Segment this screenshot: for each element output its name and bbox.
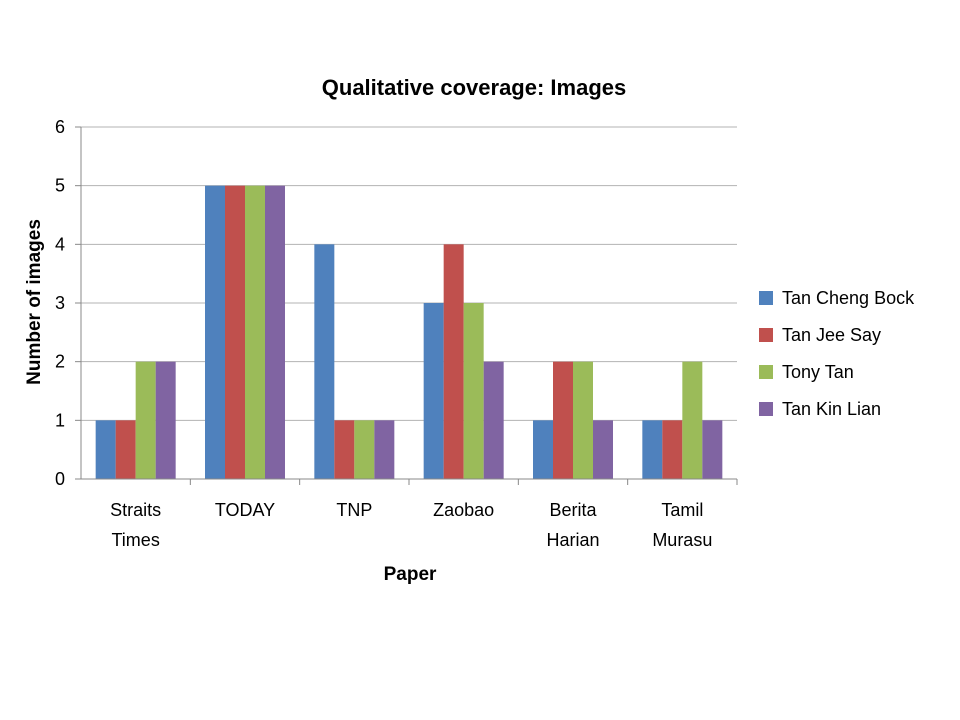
- bar: [334, 420, 355, 479]
- y-tick-labels: 0 1 2 3 4 5 6: [55, 117, 65, 489]
- bar: [483, 361, 504, 479]
- legend-label: Tony Tan: [782, 362, 854, 382]
- y-tick-label: 0: [55, 469, 65, 489]
- legend-label: Tan Jee Say: [782, 325, 881, 345]
- legend-swatch: [759, 365, 773, 379]
- x-tick-label: Zaobao: [433, 500, 494, 520]
- legend-swatch: [759, 402, 773, 416]
- legend-label: Tan Cheng Bock: [782, 288, 915, 308]
- gridlines: [75, 126, 737, 480]
- bars: [95, 185, 723, 479]
- bar: [642, 420, 663, 479]
- x-tick-labels: Straits Times TODAY TNP Zaobao Berita Harian Ta…: [110, 500, 712, 550]
- bar: [155, 361, 176, 479]
- x-tick-label: Murasu: [652, 530, 712, 550]
- bar: [245, 185, 265, 479]
- bar: [593, 420, 613, 479]
- legend-swatch: [759, 328, 773, 342]
- bar: [135, 361, 156, 479]
- x-axis-title: Paper: [384, 564, 437, 585]
- bar: [265, 185, 285, 479]
- bar: [702, 420, 723, 479]
- x-tick-label: Tamil: [661, 500, 703, 520]
- bar: [314, 244, 335, 479]
- y-axis-title: Number of images: [24, 219, 45, 385]
- axes: [80, 127, 738, 485]
- bar: [95, 420, 116, 479]
- bar: [662, 420, 683, 479]
- y-tick-label: 6: [55, 117, 65, 137]
- y-tick-label: 4: [55, 234, 65, 254]
- legend-swatch: [759, 291, 773, 305]
- bar: [205, 185, 225, 479]
- bar: [443, 244, 464, 479]
- bar: [115, 420, 136, 479]
- x-tick-label: Times: [111, 530, 159, 550]
- y-tick-label: 5: [55, 176, 65, 196]
- x-tick-label: Harian: [546, 530, 599, 550]
- bar: [354, 420, 375, 479]
- x-tick-label: TNP: [336, 500, 372, 520]
- bar: [463, 303, 484, 479]
- bar: [573, 361, 593, 479]
- y-tick-label: 1: [55, 410, 65, 430]
- legend: Tan Cheng Bock Tan Jee Say Tony Tan Tan Kin…: [759, 288, 915, 419]
- chart-title: Qualitative coverage: Images: [322, 75, 626, 100]
- y-tick-label: 3: [55, 293, 65, 313]
- x-tick-label: TODAY: [215, 500, 275, 520]
- bar: [225, 185, 245, 479]
- bar: [682, 361, 703, 479]
- bar: [374, 420, 395, 479]
- y-tick-label: 2: [55, 352, 65, 372]
- x-tick-label: Berita: [549, 500, 597, 520]
- x-tick-label: Straits: [110, 500, 161, 520]
- bar: [423, 303, 444, 479]
- bar: [553, 361, 573, 479]
- bar: [533, 420, 553, 479]
- legend-label: Tan Kin Lian: [782, 399, 881, 419]
